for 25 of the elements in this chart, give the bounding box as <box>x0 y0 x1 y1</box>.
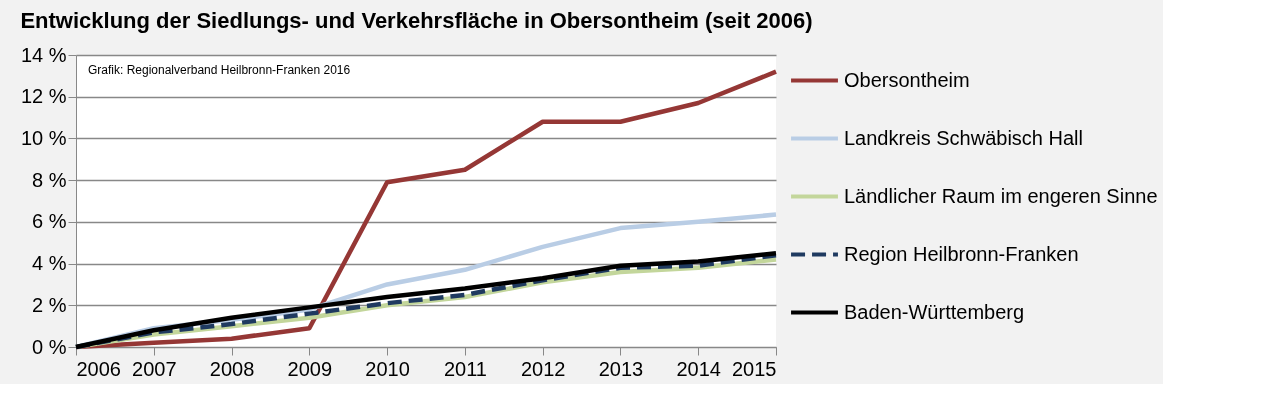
chart-title: Entwicklung der Siedlungs- und Verkehrsfläche in Obersontheim (seit 2006) <box>20 8 813 33</box>
annotation: Grafik: Regionalverband Heilbronn-Franken 2016 <box>88 63 351 77</box>
legend-label: Obersontheim <box>844 68 970 91</box>
x-tick-label: 2009 <box>287 357 333 380</box>
x-tick-label: 2007 <box>132 357 177 380</box>
y-tick-label: 12 % <box>20 85 67 108</box>
y-tick-label: 8 % <box>32 168 67 191</box>
x-tick-label: 2013 <box>598 357 644 380</box>
y-tick-label: 6 % <box>32 210 67 233</box>
y-tick-label: 2 % <box>32 293 67 316</box>
legend-label: Baden-Württemberg <box>844 300 1025 323</box>
x-tick-label: 2010 <box>365 357 410 380</box>
y-tick-label: 0 % <box>32 335 67 358</box>
y-tick-label: 4 % <box>32 252 67 275</box>
x-tick-label: 2014 <box>676 357 721 380</box>
legend-label: Landkreis Schwäbisch Hall <box>844 126 1084 149</box>
x-tick-label: 2006 <box>76 357 121 380</box>
legend-label: Region Heilbronn-Franken <box>844 242 1079 265</box>
x-tick-label: 2015 <box>732 357 777 380</box>
y-tick-label: 14 % <box>20 43 67 66</box>
x-tick-label: 2008 <box>209 357 255 380</box>
y-tick-label: 10 % <box>20 126 67 149</box>
x-tick-label: 2012 <box>520 357 566 380</box>
x-tick-label: 2011 <box>443 357 487 380</box>
legend-label: Ländlicher Raum im engeren Sinne <box>844 184 1158 207</box>
